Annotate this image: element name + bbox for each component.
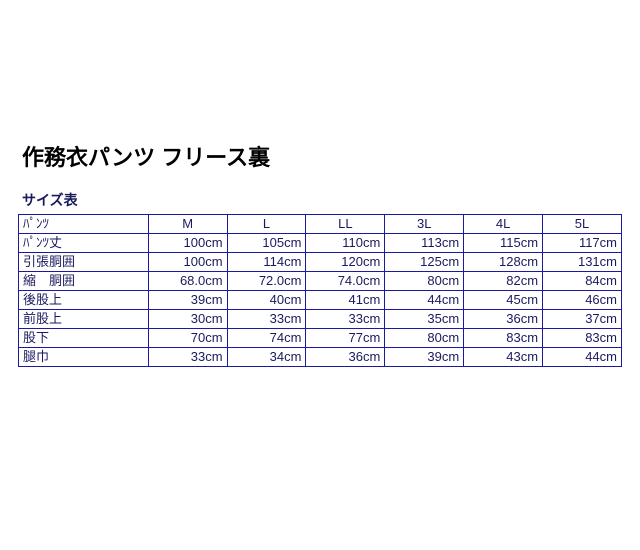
page-title: 作務衣パンツ フリース裏 [18,140,622,172]
row-label: ﾊﾟﾝﾂ丈 [19,234,149,253]
table-row: 後股上39cm40cm41cm44cm45cm46cm [19,291,622,310]
table-row: 縮 胴囲68.0cm72.0cm74.0cm80cm82cm84cm [19,272,622,291]
table-cell: 39cm [385,348,464,367]
table-cell: 41cm [306,291,385,310]
table-cell: 74cm [227,329,306,348]
table-cell: 110cm [306,234,385,253]
table-row: 引張胴囲100cm114cm120cm125cm128cm131cm [19,253,622,272]
table-cell: 44cm [543,348,622,367]
table-cell: 74.0cm [306,272,385,291]
table-cell: 72.0cm [227,272,306,291]
table-row: 腿巾33cm34cm36cm39cm43cm44cm [19,348,622,367]
table-cell: 44cm [385,291,464,310]
table-cell: 100cm [148,253,227,272]
table-cell: 120cm [306,253,385,272]
row-label: 縮 胴囲 [19,272,149,291]
size-table-body: ﾊﾟﾝﾂMLLL3L4L5Lﾊﾟﾝﾂ丈100cm105cm110cm113cm1… [19,215,622,367]
table-cell: 117cm [543,234,622,253]
table-header-row: ﾊﾟﾝﾂMLLL3L4L5L [19,215,622,234]
column-header: LL [306,215,385,234]
row-label: 前股上 [19,310,149,329]
row-label: 腿巾 [19,348,149,367]
table-cell: 84cm [543,272,622,291]
size-table: ﾊﾟﾝﾂMLLL3L4L5Lﾊﾟﾝﾂ丈100cm105cm110cm113cm1… [18,214,622,367]
table-cell: 83cm [543,329,622,348]
table-cell: 115cm [464,234,543,253]
table-cell: 39cm [148,291,227,310]
header-label-cell: ﾊﾟﾝﾂ [19,215,149,234]
table-cell: 43cm [464,348,543,367]
row-label: 後股上 [19,291,149,310]
table-cell: 83cm [464,329,543,348]
table-cell: 33cm [148,348,227,367]
row-label: 引張胴囲 [19,253,149,272]
table-cell: 113cm [385,234,464,253]
table-cell: 131cm [543,253,622,272]
table-cell: 33cm [306,310,385,329]
table-row: 前股上30cm33cm33cm35cm36cm37cm [19,310,622,329]
table-cell: 68.0cm [148,272,227,291]
table-cell: 128cm [464,253,543,272]
table-cell: 105cm [227,234,306,253]
column-header: 5L [543,215,622,234]
table-cell: 82cm [464,272,543,291]
column-header: L [227,215,306,234]
table-cell: 30cm [148,310,227,329]
table-cell: 80cm [385,329,464,348]
table-cell: 35cm [385,310,464,329]
table-row: 股下70cm74cm77cm80cm83cm83cm [19,329,622,348]
table-cell: 36cm [464,310,543,329]
column-header: 3L [385,215,464,234]
row-label: 股下 [19,329,149,348]
table-cell: 34cm [227,348,306,367]
table-cell: 46cm [543,291,622,310]
table-cell: 100cm [148,234,227,253]
column-header: 4L [464,215,543,234]
table-cell: 77cm [306,329,385,348]
table-cell: 45cm [464,291,543,310]
table-cell: 33cm [227,310,306,329]
table-cell: 114cm [227,253,306,272]
table-cell: 37cm [543,310,622,329]
table-cell: 70cm [148,329,227,348]
table-cell: 125cm [385,253,464,272]
table-cell: 36cm [306,348,385,367]
table-row: ﾊﾟﾝﾂ丈100cm105cm110cm113cm115cm117cm [19,234,622,253]
table-cell: 40cm [227,291,306,310]
column-header: M [148,215,227,234]
table-cell: 80cm [385,272,464,291]
size-table-caption: サイズ表 [18,190,622,210]
